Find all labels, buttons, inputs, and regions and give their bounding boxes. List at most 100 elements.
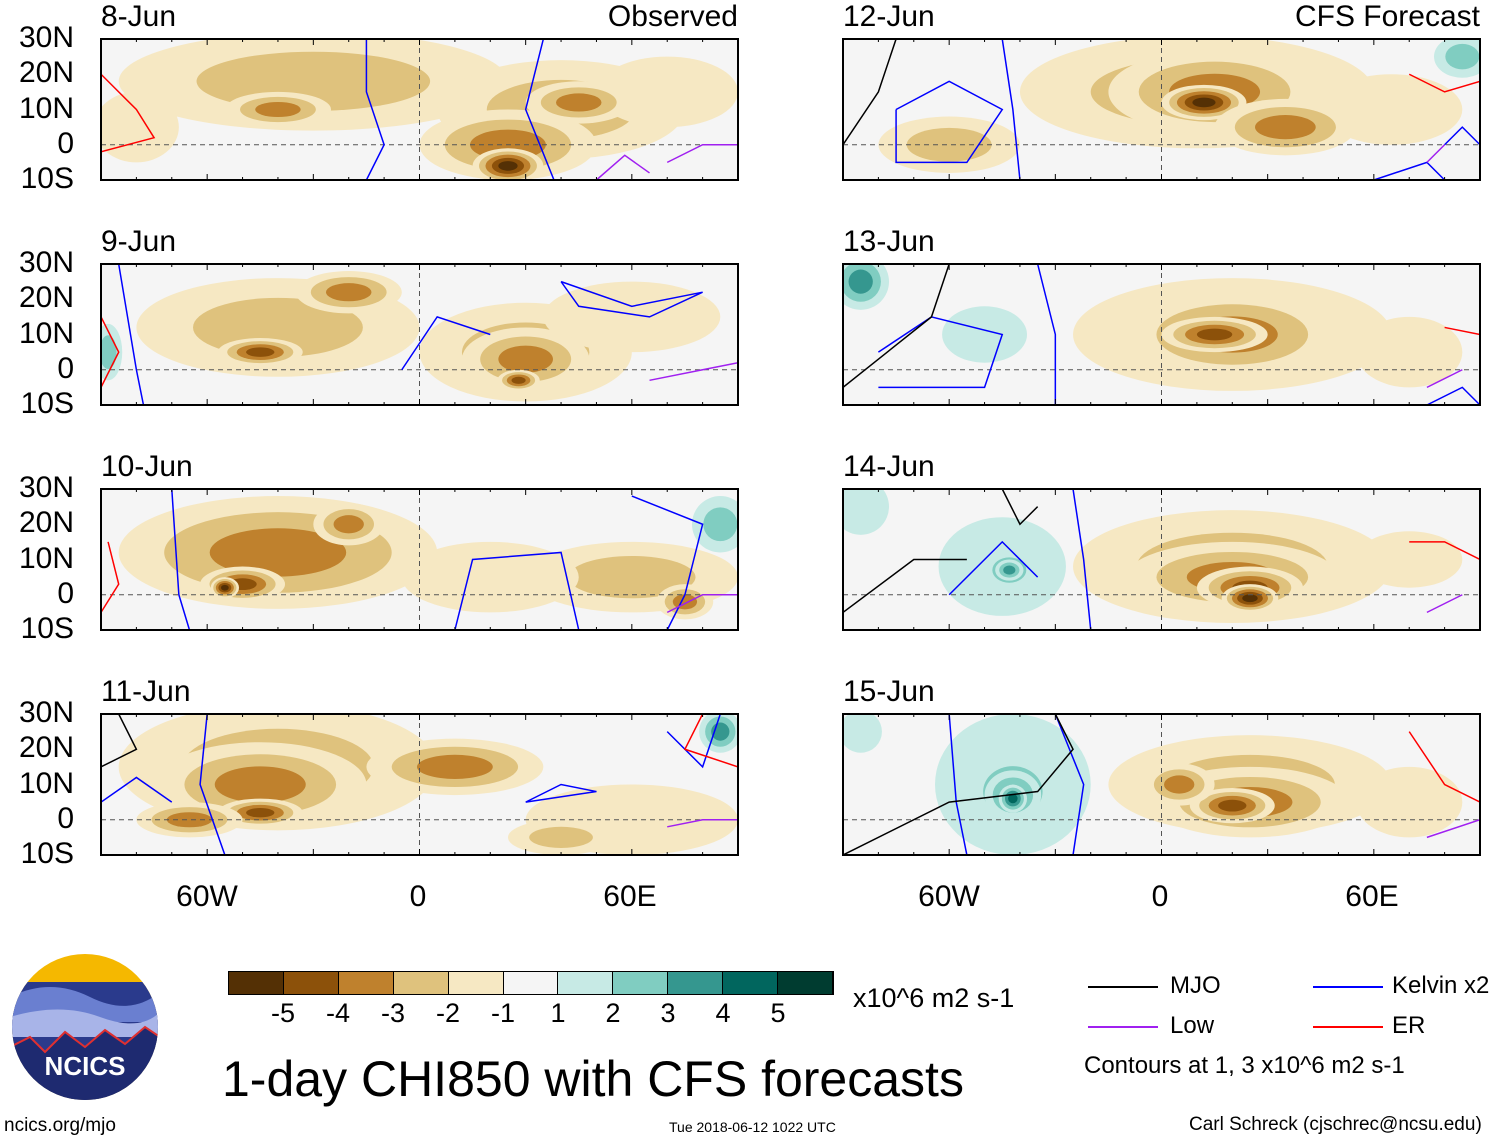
footer-credit: Carl Schreck (cjschrec@ncsu.edu) — [1189, 1114, 1482, 1135]
er-contour — [101, 73, 156, 153]
colorbar-label: 5 — [770, 998, 786, 1028]
footer-timestamp: Tue 2018-06-12 1022 UTC — [669, 1119, 836, 1135]
low-contour — [1426, 594, 1463, 614]
kelvin-contour — [199, 714, 226, 855]
lat-tick-label: 30N — [18, 696, 74, 729]
lat-tick-label: 0 — [57, 576, 74, 610]
mjo-contour — [843, 714, 1074, 855]
negative-anomaly-region — [209, 528, 347, 577]
lon-tick-label: 60E — [1345, 880, 1399, 913]
panel-date: 11-Jun — [101, 675, 191, 708]
kelvin-contour — [524, 39, 555, 180]
lat-tick-label: 10N — [18, 91, 74, 125]
kelvin-contour — [1426, 386, 1480, 405]
er-legend-line — [1313, 1026, 1383, 1028]
lat-tick-label: 30N — [18, 471, 74, 504]
low-contour — [649, 361, 738, 382]
kelvin-contour — [895, 80, 1004, 164]
colorbar-swatch — [283, 972, 339, 994]
negative-anomaly-region — [214, 766, 306, 803]
negative-anomaly-region — [543, 281, 721, 353]
low-legend-line — [1088, 1026, 1158, 1028]
kelvin-contour — [401, 315, 491, 371]
colorbar-swatch — [448, 972, 504, 994]
kelvin-contour — [560, 280, 703, 318]
map-panel: 14-Jun — [842, 452, 1481, 631]
negative-anomaly-region — [166, 812, 213, 828]
positive-anomaly-region — [1003, 565, 1016, 575]
panel-date: 10-Jun — [101, 450, 193, 483]
negative-anomaly-region — [1218, 799, 1247, 812]
negative-anomaly-region — [101, 91, 179, 163]
kelvin-contour — [525, 783, 597, 803]
positive-anomaly-region — [703, 507, 738, 542]
legend-kelvin: Kelvin x2 — [1392, 972, 1490, 999]
map-panel: 12-Jun CFS Forecast — [842, 2, 1481, 181]
low-contour — [667, 819, 738, 828]
kelvin-contour — [948, 540, 1039, 596]
lat-tick-label: 30N — [18, 21, 74, 54]
panel-label: CFS Forecast — [1294, 0, 1480, 33]
er-contour — [101, 316, 120, 388]
er-contour — [1408, 73, 1480, 93]
lat-tick-label: 10S — [20, 387, 74, 420]
lon-tick-label: 0 — [409, 880, 427, 913]
colorbar-label: -4 — [325, 998, 350, 1028]
lat-tick-label: 10N — [18, 766, 74, 800]
panel-date: 12-Jun — [843, 0, 935, 33]
er-contour — [1409, 541, 1480, 561]
chart-title: 1-day CHI850 with CFS forecasts — [222, 1051, 964, 1107]
lat-tick-label: 0 — [57, 351, 74, 385]
lon-tick-label: 60W — [918, 880, 980, 913]
kelvin-contour — [1072, 489, 1092, 630]
panel-date: 15-Jun — [843, 675, 935, 708]
lon-tick-label: 60E — [603, 880, 657, 913]
low-contour — [1426, 369, 1463, 389]
mjo-contour — [843, 39, 897, 146]
er-contour — [1408, 731, 1480, 803]
lat-tick-label: 0 — [57, 126, 74, 160]
colorbar-swatch — [613, 972, 669, 994]
lat-tick-label: 20N — [18, 731, 74, 765]
lat-tick-label: 0 — [57, 801, 74, 835]
colorbar-label: 4 — [715, 998, 731, 1028]
colorbar-label: -1 — [490, 998, 515, 1028]
low-contour — [666, 144, 738, 164]
colorbar-swatch — [393, 972, 449, 994]
footer-url[interactable]: ncics.org/mjo — [4, 1115, 116, 1136]
lat-tick-label: 20N — [18, 506, 74, 540]
panel-date: 8-Jun — [101, 0, 177, 33]
positive-anomaly-region — [1008, 793, 1018, 804]
kelvin-contour — [365, 39, 385, 180]
ncics-logo: NCICS — [12, 954, 158, 1100]
units-label: x10^6 m2 s-1 — [853, 983, 1015, 1013]
kelvin-contour — [117, 264, 145, 405]
legend-mjo: MJO — [1170, 972, 1221, 999]
low-contour — [1426, 819, 1480, 839]
positive-anomaly-region — [848, 269, 873, 294]
lat-tick-label: 10N — [18, 316, 74, 350]
er-contour — [101, 541, 120, 613]
mjo-contour — [1001, 489, 1039, 526]
panel-date: 14-Jun — [843, 450, 935, 483]
mjo-contour — [843, 264, 950, 388]
map-panel: 15-Jun — [842, 677, 1481, 856]
lat-tick-label: 10S — [20, 612, 74, 645]
negative-anomaly-region — [221, 584, 229, 591]
er-contour — [1444, 326, 1480, 336]
mjo-contour — [843, 558, 967, 613]
kelvin-contour — [877, 316, 1004, 389]
colorbar-label: 3 — [660, 998, 676, 1028]
negative-anomaly-region — [1356, 766, 1463, 838]
negative-anomaly-region — [556, 93, 602, 112]
positive-anomaly-region — [843, 489, 889, 535]
negative-anomaly-region — [498, 161, 518, 171]
colorbar-swatch — [229, 972, 284, 994]
map-panel: 9-Jun — [100, 227, 739, 406]
low-contour — [666, 594, 738, 614]
negative-anomaly-region — [511, 376, 526, 384]
kelvin-contour — [1036, 264, 1057, 405]
panel-date: 13-Jun — [843, 225, 935, 258]
positive-anomaly-region — [942, 306, 1028, 363]
negative-anomaly-region — [325, 283, 372, 302]
